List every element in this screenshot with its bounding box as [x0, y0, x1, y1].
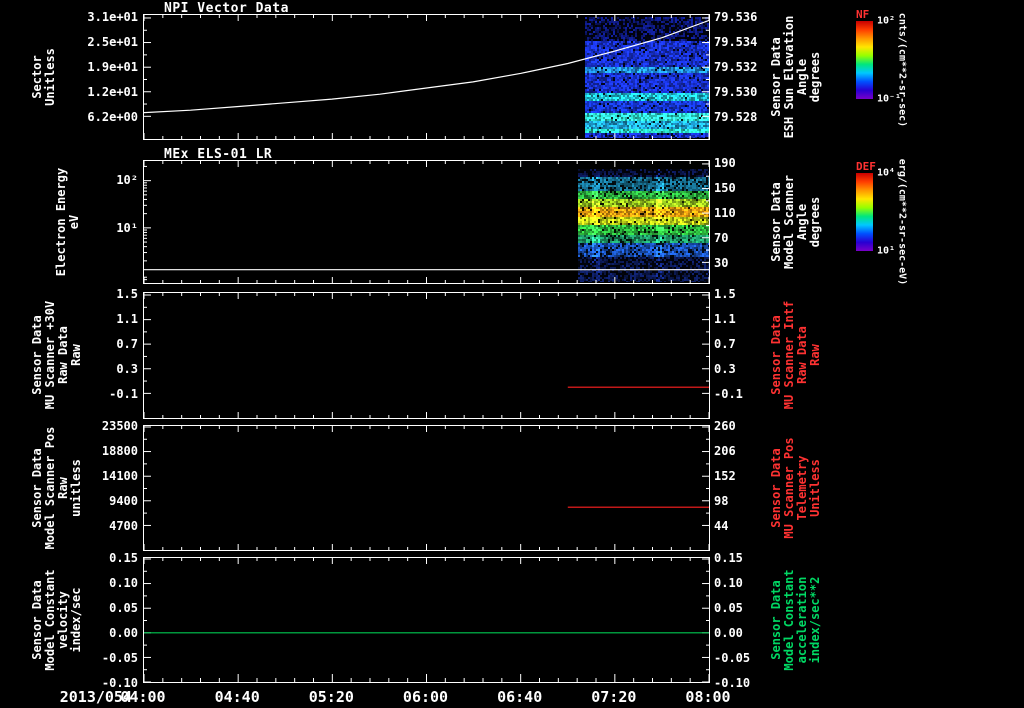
time-tick-label: 06:40: [497, 688, 542, 706]
tick-label: -0.05: [714, 651, 750, 665]
tick-label: 0.3: [116, 362, 138, 376]
panel-npi-vector: [143, 14, 710, 140]
tick-label: -0.1: [109, 387, 138, 401]
tick-label: 0.05: [109, 601, 138, 615]
tick-label: 79.534: [714, 35, 757, 49]
y-ticks-right-els: 190 150 110 70 30: [714, 160, 778, 284]
tick-label: 0.7: [116, 337, 138, 351]
tick-label: 0.15: [109, 551, 138, 565]
panel-axes-npi: [144, 15, 709, 139]
tick-label: 1.5: [714, 287, 736, 301]
tick-label: 0.3: [714, 362, 736, 376]
y-ticks-left-velocity: 0.15 0.10 0.05 0.00 -0.05 -0.10: [30, 557, 138, 683]
tick-label: 206: [714, 444, 736, 458]
tick-label: 98: [714, 494, 728, 508]
tick-label: 10¹: [116, 221, 138, 235]
tick-label: 79.532: [714, 60, 757, 74]
colorbar-nf: NF cnts/(cm**2-sr-sec) 10² 10⁻¹: [856, 8, 946, 148]
tick-label: 79.536: [714, 10, 757, 24]
tick-label: 3.1e+01: [87, 10, 138, 24]
colorbar-tick-label: 10⁴: [877, 168, 895, 179]
colorbar-nf-units: cnts/(cm**2-sr-sec): [897, 13, 908, 127]
y-ticks-left-scanner-pos: 23500 18800 14100 9400 4700: [30, 425, 138, 551]
panel-els-spectrogram: [143, 160, 710, 284]
tick-label: 2.5e+01: [87, 35, 138, 49]
axis-label-line: degrees: [809, 175, 822, 269]
panel-model-constant: [143, 557, 710, 683]
time-tick-label: 04:00: [120, 688, 165, 706]
time-tick-label: 06:00: [403, 688, 448, 706]
axis-label-line: Unitless: [809, 437, 822, 538]
tick-label: 23500: [102, 419, 138, 433]
tick-label: 14100: [102, 469, 138, 483]
y-ticks-left-npi: 3.1e+01 2.5e+01 1.9e+01 1.2e+01 6.2e+00: [30, 14, 138, 140]
y-ticks-left-mu30v: 1.5 1.1 0.7 0.3 -0.1: [30, 292, 138, 419]
plot-screen: NPI Vector Data MEx ELS-01 LR Sector Unit…: [0, 0, 1024, 708]
tick-label: 0.00: [109, 626, 138, 640]
panel-axes-mu30v: [144, 293, 709, 418]
tick-label: 79.530: [714, 85, 757, 99]
tick-label: 30: [714, 256, 728, 270]
date-label: 2013/054: [16, 688, 132, 706]
panel-scanner-pos: [143, 425, 710, 551]
series-esh-sun-elevation-angle: [144, 20, 709, 112]
tick-label: 44: [714, 519, 728, 533]
tick-label: 79.528: [714, 110, 757, 124]
time-tick-label: 05:20: [309, 688, 354, 706]
tick-label: -0.1: [714, 387, 743, 401]
axis-label-line: degrees: [809, 16, 822, 139]
tick-label: 0.10: [714, 576, 743, 590]
colorbar-nf-gradient: [856, 21, 873, 99]
tick-label: 110: [714, 206, 736, 220]
time-tick-label: 04:40: [215, 688, 260, 706]
tick-label: -0.05: [102, 651, 138, 665]
colorbar-tick-label: 10⁻¹: [877, 94, 901, 105]
tick-label: 152: [714, 469, 736, 483]
colorbar-tick-label: 10²: [877, 16, 895, 27]
tick-label: 0.15: [714, 551, 743, 565]
tick-label: 1.1: [714, 312, 736, 326]
y-ticks-right-npi: 79.536 79.534 79.532 79.530 79.528: [714, 14, 778, 140]
tick-label: 150: [714, 181, 736, 195]
panel-axes-scanner-pos: [144, 426, 709, 550]
tick-label: 10²: [116, 173, 138, 187]
tick-label: 9400: [109, 494, 138, 508]
y-ticks-right-mu30v: 1.5 1.1 0.7 0.3 -0.1: [714, 292, 778, 419]
tick-label: 260: [714, 419, 736, 433]
panel-axes-model-constant: [144, 558, 709, 682]
tick-label: 1.9e+01: [87, 60, 138, 74]
tick-label: 6.2e+00: [87, 110, 138, 124]
y-ticks-left-els: 10² 10¹: [30, 160, 138, 284]
tick-label: 70: [714, 231, 728, 245]
tick-label: 18800: [102, 444, 138, 458]
tick-label: 0.10: [109, 576, 138, 590]
y-ticks-right-scanner-pos: 260 206 152 98 44: [714, 425, 778, 551]
tick-label: 1.1: [116, 312, 138, 326]
panel-axes-els: [144, 161, 709, 283]
colorbar-tick-label: 10¹: [877, 246, 895, 257]
colorbar-def: DEF erg/(cm**2-sr-sec-eV) 10⁴ 10¹: [856, 160, 946, 300]
tick-label: 190: [714, 156, 736, 170]
tick-label: 0.7: [714, 337, 736, 351]
tick-label: 1.2e+01: [87, 85, 138, 99]
colorbar-def-units: erg/(cm**2-sr-sec-eV): [897, 159, 908, 285]
tick-label: 1.5: [116, 287, 138, 301]
axis-label-line: Raw: [809, 301, 822, 409]
tick-label: 0.05: [714, 601, 743, 615]
colorbar-def-gradient: [856, 173, 873, 251]
axis-label-line: index/sec**2: [809, 569, 822, 670]
tick-label: 4700: [109, 519, 138, 533]
tick-label: 0.00: [714, 626, 743, 640]
time-tick-label: 07:20: [591, 688, 636, 706]
y-ticks-right-velocity: 0.15 0.10 0.05 0.00 -0.05 -0.10: [714, 557, 778, 683]
panel-mu-scanner-30v: [143, 292, 710, 419]
time-tick-label: 08:00: [685, 688, 730, 706]
